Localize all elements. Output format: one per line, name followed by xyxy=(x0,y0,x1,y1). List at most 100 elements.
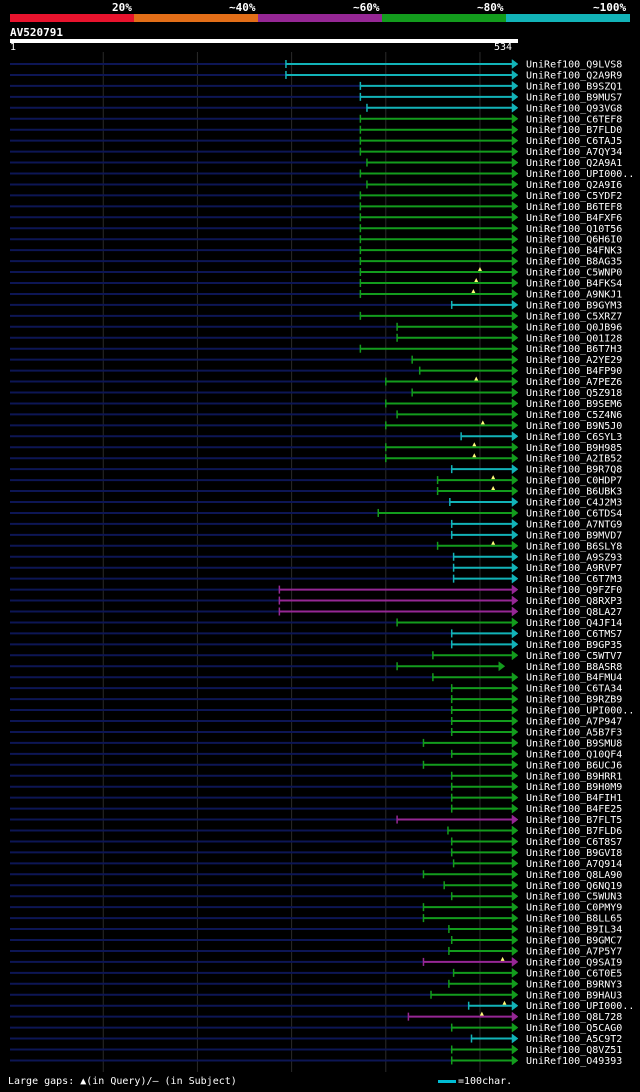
hit-arrow xyxy=(511,157,519,168)
hit-arrow xyxy=(511,945,519,956)
hit-arrow xyxy=(511,179,519,190)
hit-label: UniRef100_C6TAJ5 xyxy=(526,136,622,147)
hit-arrow xyxy=(511,464,519,475)
hit-arrow xyxy=(511,267,519,278)
hit-arrow xyxy=(511,475,519,486)
hit-label: UniRef100_A5C9T2 xyxy=(526,1034,622,1045)
hit-arrow xyxy=(511,606,519,617)
hit-label: UniRef100_A7Q914 xyxy=(526,859,622,870)
hit-arrow xyxy=(511,1000,519,1011)
hit-label: UniRef100_B9R7Q8 xyxy=(526,465,622,476)
hit-arrow xyxy=(511,989,519,1000)
hit-label: UniRef100_A7P5Y7 xyxy=(526,946,622,957)
hit-arrow xyxy=(511,168,519,179)
hit-label: UniRef100_Q8LA27 xyxy=(526,607,622,618)
hit-arrow xyxy=(511,321,519,332)
hit-label: UniRef100_A7QY34 xyxy=(526,147,622,158)
query-id: AV520791 xyxy=(10,26,63,39)
hit-arrow xyxy=(511,803,519,814)
hit-arrow xyxy=(511,135,519,146)
hit-arrow xyxy=(511,518,519,529)
hit-arrow xyxy=(511,584,519,595)
hit-label: UniRef100_Q0JB96 xyxy=(526,322,622,333)
hit-arrow xyxy=(511,705,519,716)
gap-marker xyxy=(491,540,496,545)
hit-label: UniRef100_B6T7H3 xyxy=(526,344,622,355)
hit-arrow xyxy=(511,507,519,518)
hit-arrow xyxy=(511,278,519,288)
hit-arrow xyxy=(511,102,519,113)
hit-arrow xyxy=(511,69,519,80)
hit-arrow xyxy=(511,398,519,409)
gap-marker xyxy=(500,956,505,961)
hit-label: UniRef100_Q8L728 xyxy=(526,1012,622,1023)
scale-text: =100char. xyxy=(458,1076,513,1087)
hit-label: UniRef100_C6SYL3 xyxy=(526,432,622,443)
hit-label: UniRef100_Q2A9R9 xyxy=(526,70,622,81)
hit-arrow xyxy=(511,453,519,464)
hit-label: UniRef100_C6T7M3 xyxy=(526,574,622,585)
hit-arrow xyxy=(511,748,519,759)
hit-arrow xyxy=(511,956,519,967)
hit-arrow xyxy=(511,431,519,442)
hit-label: UniRef100_C5WTV7 xyxy=(526,651,622,662)
hit-label: UniRef100_Q6H6I0 xyxy=(526,235,622,246)
hit-label: UniRef100_B8AG35 xyxy=(526,257,622,268)
hit-arrow xyxy=(511,726,519,737)
hit-label: UniRef100_B8LL65 xyxy=(526,914,622,925)
gap-marker xyxy=(491,486,496,491)
hit-arrow xyxy=(511,332,519,343)
hit-label: UniRef100_B9GP35 xyxy=(526,640,622,651)
hit-arrow xyxy=(498,661,506,672)
hit-label: UniRef100_C4J2M3 xyxy=(526,498,622,509)
hit-arrow xyxy=(511,387,519,398)
hit-label: UniRef100_Q93VG8 xyxy=(526,103,622,114)
hit-label: UniRef100_B4FKS4 xyxy=(526,279,622,290)
hit-label: UniRef100_Q9FZF0 xyxy=(526,585,622,596)
hit-label: UniRef100_A5B7F3 xyxy=(526,727,622,738)
hit-label: UniRef100_A9RVP7 xyxy=(526,563,622,574)
hit-arrow xyxy=(511,562,519,573)
gap-marker xyxy=(479,1011,484,1016)
hit-label: UniRef100_B6TEF8 xyxy=(526,202,622,213)
hit-arrow xyxy=(511,694,519,705)
hit-arrow xyxy=(511,299,519,310)
hit-label: UniRef100_C6T0E5 xyxy=(526,968,622,979)
hit-label: UniRef100_C0PMY9 xyxy=(526,903,622,914)
hit-label: UniRef100_B4FIH1 xyxy=(526,793,622,804)
gap-marker xyxy=(471,288,476,293)
hit-arrow xyxy=(511,442,519,453)
hit-arrow xyxy=(511,124,519,135)
legend-label-80: ~80% xyxy=(477,1,504,14)
hit-arrow xyxy=(511,1022,519,1033)
identity-legend: 20% ~40% ~60% ~80% ~100% xyxy=(10,0,630,24)
gap-marker xyxy=(474,278,479,282)
hit-arrow xyxy=(511,770,519,781)
hit-arrow xyxy=(511,540,519,551)
hit-arrow xyxy=(511,869,519,880)
hit-label: UniRef100_B7FLT5 xyxy=(526,815,622,826)
hit-label: UniRef100_B9RNY3 xyxy=(526,979,622,990)
hit-arrow xyxy=(511,1033,519,1044)
hit-arrow xyxy=(511,59,519,69)
hit-label: UniRef100_Q01I28 xyxy=(526,333,622,344)
legend-label-60: ~60% xyxy=(353,1,380,14)
hit-arrow xyxy=(511,716,519,726)
hit-arrow xyxy=(511,190,519,201)
hit-arrow xyxy=(511,880,519,891)
hit-arrow xyxy=(511,858,519,869)
hit-arrow xyxy=(511,234,519,245)
hit-label: UniRef100_Q2A9A1 xyxy=(526,158,622,169)
hit-arrow xyxy=(511,617,519,628)
hit-arrow xyxy=(511,595,519,606)
hit-label: UniRef100_B4FMU4 xyxy=(526,673,622,684)
hit-label: UniRef100_Q4JF14 xyxy=(526,618,622,629)
hit-label: UniRef100_B9IL34 xyxy=(526,925,622,936)
identity-legend-colors xyxy=(10,14,630,22)
hit-label: UniRef100_A9NKJ1 xyxy=(526,289,622,300)
hit-label: UniRef100_C6TA34 xyxy=(526,684,622,695)
hit-label: UniRef100_B9HRR1 xyxy=(526,771,622,782)
hit-label: UniRef100_B7FLD6 xyxy=(526,826,622,837)
gap-marker xyxy=(502,1000,507,1005)
hit-arrow xyxy=(511,497,519,507)
